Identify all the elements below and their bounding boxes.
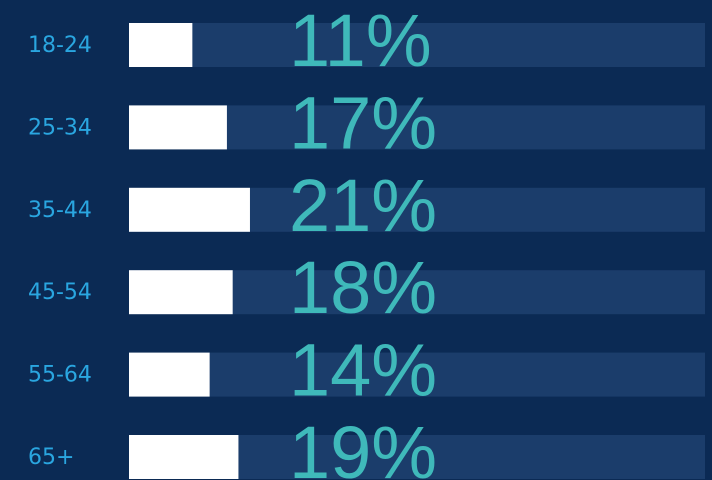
category-label: 65+ (28, 445, 74, 470)
bar-track (129, 23, 705, 67)
bar (129, 270, 233, 315)
bar (129, 187, 250, 232)
value-label: 18% (289, 246, 437, 329)
category-label: 45-54 (28, 280, 92, 305)
bar (129, 435, 239, 479)
category-label: 18-24 (28, 33, 92, 58)
category-label: 25-34 (28, 115, 92, 140)
bar (129, 105, 227, 150)
value-label: 11% (289, 0, 432, 82)
value-label: 14% (289, 329, 437, 412)
value-label: 19% (289, 411, 437, 480)
bar-track (129, 352, 705, 397)
bar (129, 352, 210, 397)
category-label: 55-64 (28, 363, 92, 388)
category-label: 35-44 (28, 198, 92, 223)
value-label: 17% (289, 81, 437, 164)
bar (129, 23, 193, 67)
value-label: 21% (289, 164, 437, 247)
